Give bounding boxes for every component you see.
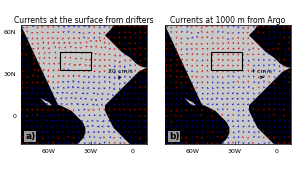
Polygon shape — [105, 67, 147, 144]
Polygon shape — [263, 0, 277, 25]
Polygon shape — [249, 67, 291, 144]
Text: b): b) — [169, 132, 180, 141]
Polygon shape — [105, 0, 119, 25]
Polygon shape — [21, 105, 85, 144]
Polygon shape — [165, 25, 214, 130]
Polygon shape — [249, 25, 291, 67]
Polygon shape — [165, 0, 235, 25]
Polygon shape — [277, 0, 291, 25]
Polygon shape — [91, 0, 105, 25]
Text: 4 cm/s: 4 cm/s — [251, 69, 272, 74]
Polygon shape — [249, 0, 263, 25]
Bar — [60, 52, 91, 70]
Polygon shape — [119, 0, 133, 25]
Polygon shape — [21, 25, 70, 130]
Title: Currents at 1000 m from Argo: Currents at 1000 m from Argo — [170, 16, 286, 25]
Polygon shape — [21, 0, 91, 25]
Polygon shape — [21, 25, 70, 144]
Text: 20 cm/s: 20 cm/s — [108, 69, 133, 74]
Bar — [211, 52, 242, 70]
Polygon shape — [133, 0, 147, 25]
Polygon shape — [235, 0, 249, 25]
Title: Currents at the surface from drifters: Currents at the surface from drifters — [14, 16, 154, 25]
Polygon shape — [165, 105, 230, 144]
Polygon shape — [105, 25, 147, 67]
Text: a): a) — [25, 132, 35, 141]
Polygon shape — [165, 25, 214, 144]
